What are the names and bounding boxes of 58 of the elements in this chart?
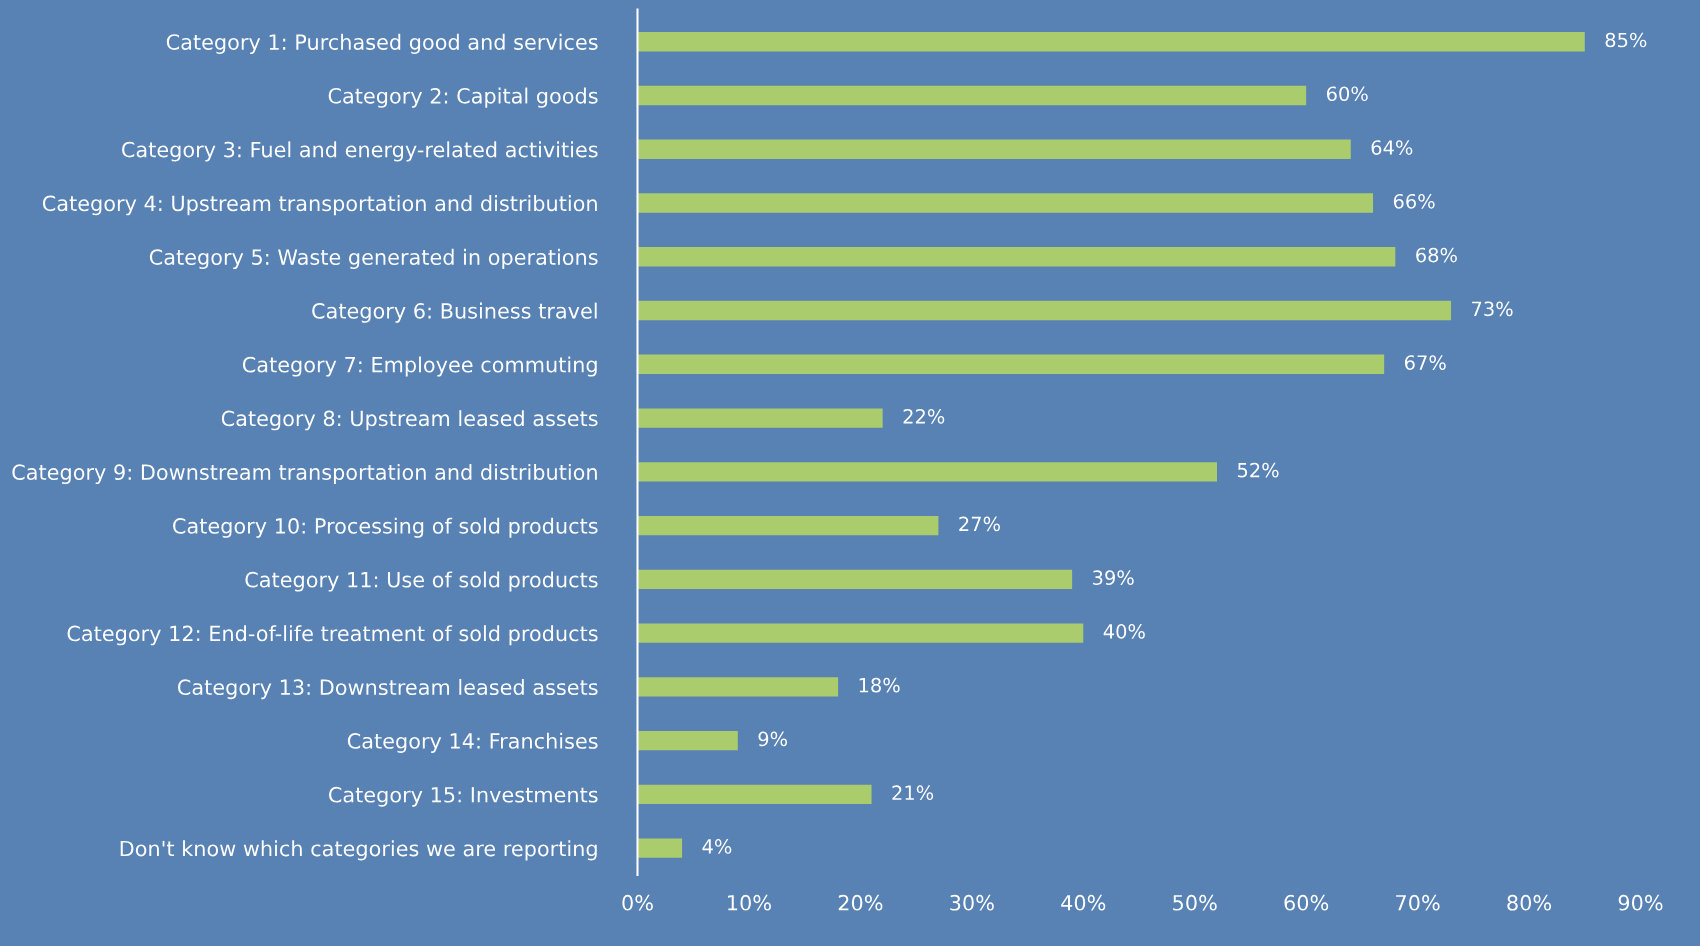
data-label: 39% [1093, 570, 1134, 585]
data-label: 4% [702, 839, 732, 854]
x-tick-label: 30% [950, 894, 994, 911]
bar [637, 139, 1351, 159]
x-tick-label: 50% [1173, 894, 1217, 911]
data-label: 9% [758, 731, 788, 747]
x-tick-label: 40% [1061, 894, 1106, 911]
data-label: 52% [1237, 462, 1279, 478]
x-tick-label: 60% [1284, 894, 1329, 911]
bar [637, 730, 738, 751]
x-tick-label: 0% [622, 894, 653, 911]
data-label: 66% [1393, 193, 1435, 209]
data-label: 21% [892, 785, 934, 801]
data-label: 68% [1416, 247, 1457, 263]
y-tick-label: Category 1: Purchased good and services [166, 33, 598, 54]
y-tick-label: Category 3: Fuel and energy-related activities [122, 141, 598, 162]
bar [637, 677, 839, 697]
x-tick-label: 10% [728, 894, 771, 911]
x-tick-label: 20% [838, 894, 883, 911]
bar [637, 569, 1073, 590]
bar [637, 85, 1307, 106]
y-tick-label: Category 12: End-of-life treatment of sold products [67, 625, 598, 646]
x-tick-label: 70% [1396, 894, 1440, 911]
y-tick-label: Category 4: Upstream transportation and distribution [42, 195, 597, 216]
bar [637, 408, 883, 428]
data-label: 73% [1472, 301, 1513, 317]
bar [637, 515, 939, 536]
y-tick-label: Category 2: Capital goods [328, 87, 598, 108]
y-tick-label: Category 14: Franchises [347, 732, 598, 753]
y-tick-label: Category 10: Processing of sold products [173, 517, 598, 538]
data-label: 40% [1103, 624, 1145, 639]
bar [637, 623, 1084, 643]
y-tick-label: Category 6: Business travel [312, 302, 597, 323]
data-label: 18% [859, 677, 900, 693]
bar [637, 838, 683, 858]
y-tick-label: Category 8: Upstream leased assets [221, 410, 598, 431]
y-tick-label: Category 7: Employee commuting [242, 356, 597, 377]
x-tick-label: 80% [1507, 894, 1552, 911]
x-tick-label: 90% [1618, 894, 1663, 911]
data-label: 85% [1605, 32, 1647, 48]
data-label: 27% [959, 516, 1000, 532]
bar [637, 32, 1585, 52]
data-label: 64% [1371, 140, 1413, 155]
bar [637, 300, 1452, 321]
data-label: 67% [1404, 355, 1446, 370]
bar [637, 354, 1385, 374]
y-tick-label: Category 15: Investments [328, 786, 598, 807]
y-tick-label: Don't know which categories we are reporting [120, 840, 597, 861]
bar [637, 462, 1218, 482]
bar [637, 193, 1374, 213]
bar [637, 247, 1396, 267]
y-tick-label: Category 9: Downstream transportation and distribution [12, 463, 597, 485]
y-tick-label: Category 5: Waste generated in operations [149, 248, 598, 270]
data-label: 60% [1326, 86, 1368, 102]
data-label: 22% [903, 409, 945, 424]
bar [637, 784, 872, 805]
y-tick-label: Category 11: Use of sold products [245, 571, 598, 592]
y-tick-label: Category 13: Downstream leased assets [177, 678, 598, 700]
